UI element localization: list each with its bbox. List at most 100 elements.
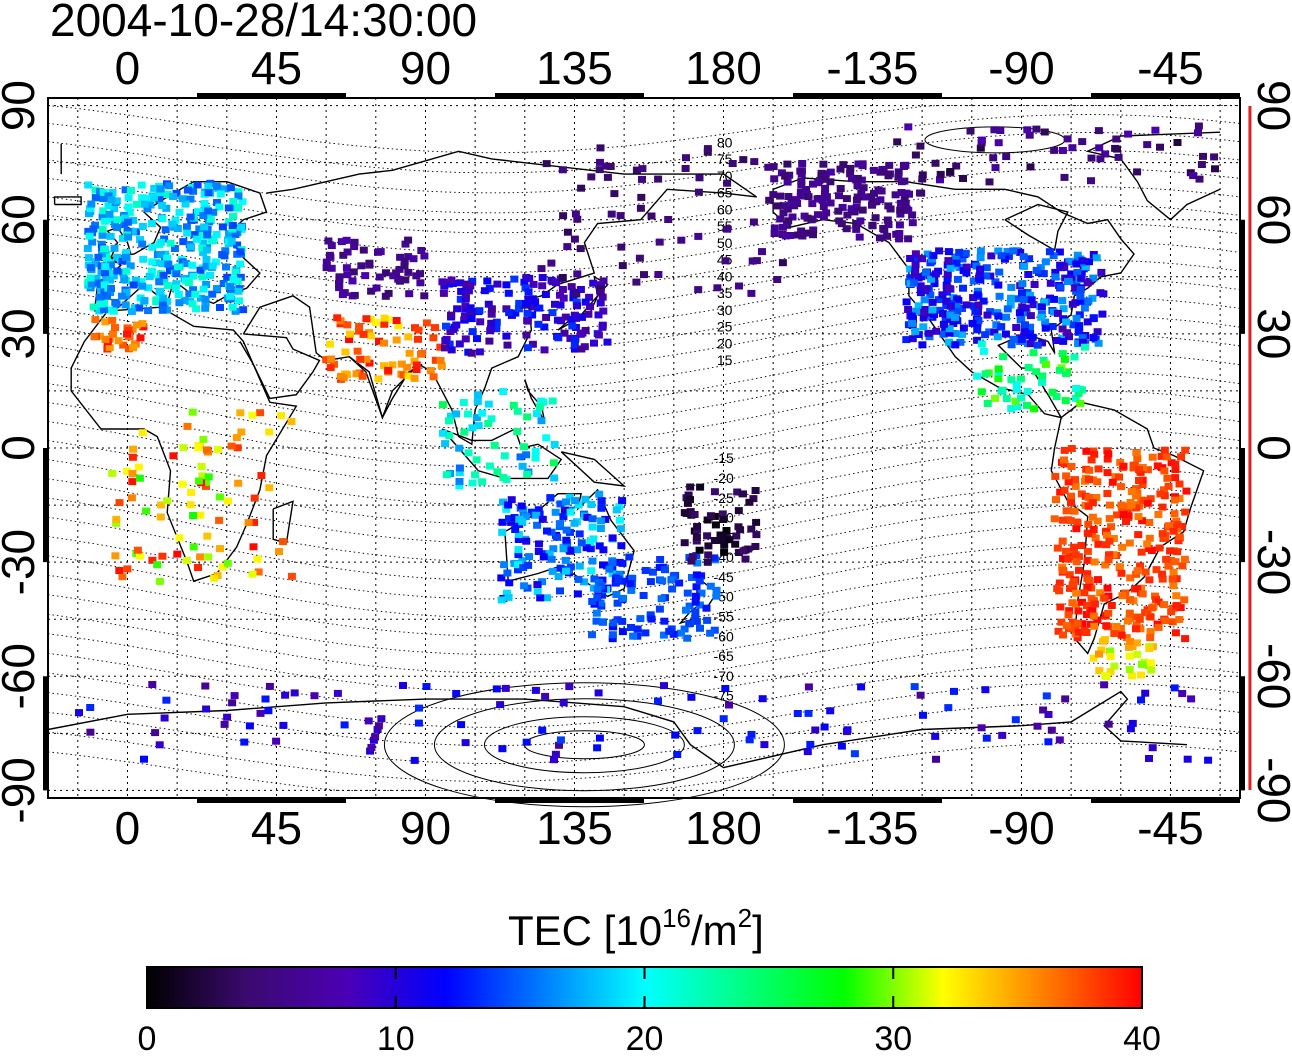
tec-cell (367, 744, 376, 751)
tec-cell (350, 238, 359, 246)
tec-cell (394, 275, 403, 283)
tec-cell (573, 270, 582, 278)
tec-cell (837, 742, 846, 750)
tec-cell (1085, 466, 1094, 474)
tec-cell (327, 355, 336, 363)
tec-cell (175, 534, 184, 542)
colorbar-title: TEC [1016/m2] (508, 903, 764, 954)
tec-cell (739, 547, 748, 555)
tec-cell (1019, 253, 1028, 261)
tec-cell (181, 260, 190, 268)
tec-cell (1074, 328, 1083, 336)
tec-cell (752, 257, 761, 265)
tec-cell (490, 441, 499, 449)
tec-cell (655, 563, 664, 571)
tec-cell (773, 276, 782, 283)
tec-cell (84, 181, 93, 189)
tec-cell (1016, 375, 1025, 383)
tec-cell (597, 581, 606, 589)
tec-cell (401, 276, 410, 284)
tec-cell (155, 278, 164, 286)
tec-cell (655, 605, 664, 613)
tec-cell (1018, 289, 1026, 297)
tec-cell (1039, 706, 1048, 714)
tec-cell (163, 254, 172, 262)
tec-cell (575, 530, 584, 538)
tec-cell (677, 629, 685, 637)
tec-cell (1132, 621, 1141, 629)
tec-cell (1117, 631, 1126, 639)
tec-cell (365, 259, 374, 267)
tec-cell (400, 262, 409, 269)
tec-cell (399, 371, 408, 379)
tec-cell (103, 292, 111, 300)
tec-cell (853, 193, 862, 201)
tec-cell (474, 422, 483, 430)
tec-cell (1160, 446, 1169, 454)
tec-cell (158, 215, 167, 223)
tec-cell (675, 579, 684, 587)
tec-cell (1106, 647, 1115, 655)
tec-cell (1138, 590, 1147, 598)
tec-cell (571, 336, 580, 344)
tec-cell (1137, 671, 1145, 679)
tec-cell (201, 299, 210, 307)
tec-cell (501, 684, 510, 692)
tec-cell (201, 295, 210, 303)
tec-cell (575, 562, 584, 570)
tec-cell (648, 568, 657, 576)
tec-cell (739, 490, 747, 498)
tec-cell (576, 330, 585, 338)
tec-cell (876, 168, 885, 176)
tec-cell (531, 298, 540, 306)
tec-cell (586, 303, 594, 311)
tec-cell (857, 189, 866, 197)
tec-cell (101, 269, 109, 277)
tec-cell (567, 283, 576, 291)
tec-cell (612, 591, 621, 598)
tec-cell (969, 294, 978, 302)
tec-cell (538, 282, 547, 290)
tec-cell (1148, 453, 1157, 461)
tec-cell (1132, 449, 1141, 457)
tec-cell (974, 301, 983, 309)
tec-cell (85, 232, 94, 240)
tec-cell (1026, 340, 1035, 348)
tec-cell (745, 736, 754, 744)
tec-cell (202, 246, 211, 254)
lon-tick-label: -90 (988, 42, 1054, 94)
tec-cell (721, 685, 730, 692)
tec-cell (497, 596, 506, 604)
tec-cell (277, 412, 286, 420)
tec-cell (1116, 458, 1125, 466)
tec-cell (1072, 525, 1081, 533)
tec-cell (468, 277, 477, 285)
tec-cell (814, 179, 823, 187)
tec-cell (455, 469, 464, 476)
tec-cell (1135, 615, 1144, 623)
tec-cell (92, 274, 101, 282)
tec-cell (531, 454, 540, 462)
tec-cell (502, 281, 511, 289)
tec-cell (460, 316, 469, 324)
tec-cell (1132, 492, 1141, 500)
tec-cell (923, 250, 932, 258)
tec-cell (147, 220, 156, 227)
tec-cell (1080, 304, 1089, 312)
tec-cell (751, 543, 760, 550)
tec-cell (414, 719, 423, 727)
tec-cell (703, 558, 712, 566)
mlat-label: 20 (717, 335, 733, 351)
tec-cell (327, 242, 336, 250)
tec-cell (233, 241, 242, 249)
tec-cell (760, 741, 769, 749)
frame-bar-top (495, 93, 644, 98)
tec-cell (91, 316, 100, 324)
tec-cell (1134, 513, 1143, 521)
tec-cell (415, 704, 423, 712)
tec-cell (703, 148, 712, 156)
tec-cell (581, 327, 590, 334)
tec-cell (194, 444, 203, 452)
tec-cell (143, 205, 152, 213)
tec-cell (869, 166, 878, 174)
